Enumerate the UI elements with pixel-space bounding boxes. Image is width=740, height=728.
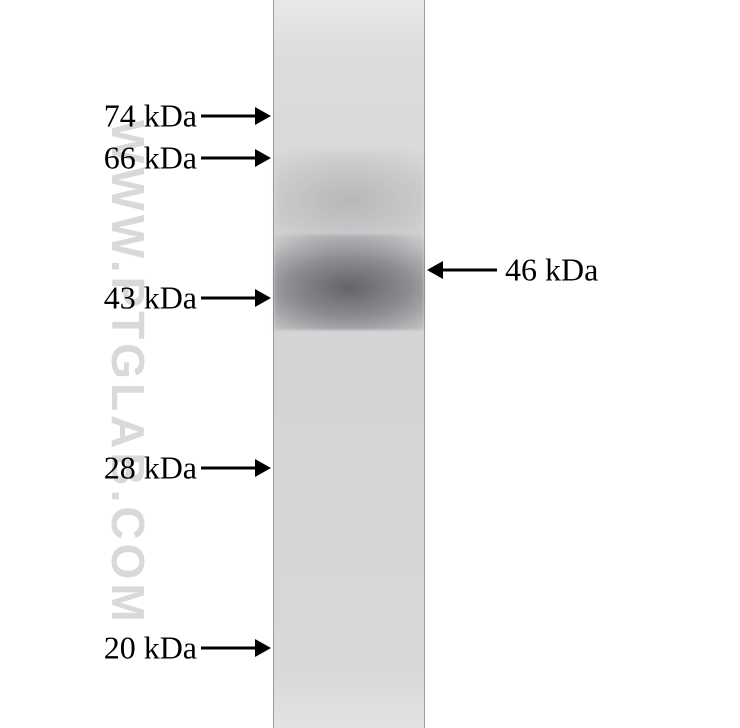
marker-arrow-right-icon xyxy=(201,105,271,127)
marker-label-left: 43 kDa xyxy=(104,280,197,317)
marker-arrow-right-icon xyxy=(201,147,271,169)
marker-arrow-right-icon xyxy=(201,457,271,479)
marker-label-left: 66 kDa xyxy=(104,140,197,177)
marker-label-left: 28 kDa xyxy=(104,450,197,487)
watermark-text: WWW.PTGLAB.COM xyxy=(101,120,155,626)
marker-label-left: 20 kDa xyxy=(104,630,197,667)
marker-arrow-left-icon xyxy=(427,259,497,281)
blot-canvas: WWW.PTGLAB.COM 74 kDa 66 kDa 43 kDa 28 k… xyxy=(0,0,740,728)
gel-lane xyxy=(273,0,425,728)
marker-label-right: 46 kDa xyxy=(505,252,598,289)
marker-arrow-right-icon xyxy=(201,637,271,659)
marker-arrow-right-icon xyxy=(201,287,271,309)
marker-label-left: 74 kDa xyxy=(104,98,197,135)
protein-band-46kda xyxy=(274,235,424,330)
